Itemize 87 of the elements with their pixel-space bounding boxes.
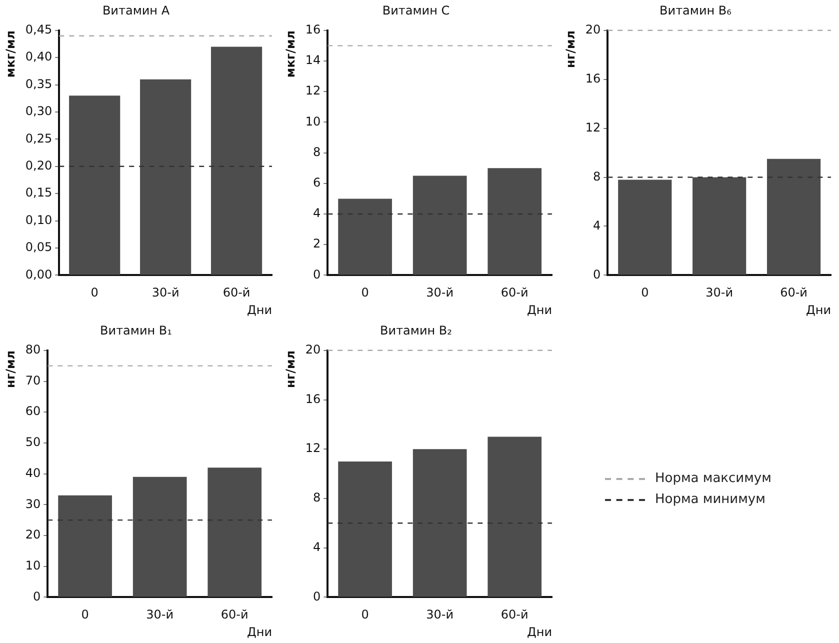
bar bbox=[692, 177, 746, 275]
bar bbox=[132, 476, 187, 597]
y-tick-label: 0,10 bbox=[25, 212, 52, 227]
x-tick-label: 30-й bbox=[426, 286, 454, 300]
y-tick-label: 14 bbox=[305, 53, 321, 68]
x-axis-title: Дни bbox=[246, 302, 272, 317]
bar bbox=[766, 158, 821, 275]
bar bbox=[140, 79, 192, 275]
y-tick-label: 10 bbox=[305, 114, 321, 128]
x-tick-label: 60-й bbox=[500, 286, 528, 300]
y-tick-label: 20 bbox=[25, 528, 41, 542]
x-tick-label: 60-й bbox=[220, 608, 248, 622]
y-tick-label: 0,45 bbox=[25, 22, 52, 37]
y-tick-label: 20 bbox=[585, 22, 601, 37]
x-tick-label: 30-й bbox=[706, 286, 734, 300]
y-tick-label: 50 bbox=[25, 435, 41, 450]
y-tick-label: 80 bbox=[25, 342, 41, 357]
y-tick-label: 0,05 bbox=[25, 240, 52, 254]
bar bbox=[412, 176, 467, 275]
y-axis-title: нг/мл bbox=[563, 30, 578, 68]
x-tick-label: 30-й bbox=[152, 286, 180, 300]
bar bbox=[618, 180, 672, 275]
y-tick-label: 8 bbox=[593, 169, 601, 184]
y-tick-label: 0 bbox=[593, 267, 601, 282]
y-tick-label: 30 bbox=[25, 496, 41, 511]
y-tick-label: 60 bbox=[25, 404, 41, 418]
y-tick-label: 12 bbox=[585, 120, 601, 134]
x-tick-label: 60-й bbox=[780, 286, 808, 300]
bar bbox=[208, 468, 262, 597]
y-tick-label: 0 bbox=[33, 589, 41, 604]
bar bbox=[58, 495, 112, 597]
y-tick-label: 0 bbox=[313, 589, 321, 604]
x-tick-label: 30-й bbox=[426, 608, 454, 622]
bar bbox=[488, 436, 542, 597]
y-axis-title: мкг/мл bbox=[3, 30, 18, 78]
y-tick-label: 4 bbox=[593, 218, 601, 232]
y-tick-label: 4 bbox=[313, 206, 321, 220]
x-tick-label: 60-й bbox=[222, 286, 250, 300]
bar bbox=[338, 461, 392, 597]
y-tick-label: 0,35 bbox=[25, 76, 52, 91]
x-axis-title: Дни bbox=[526, 624, 552, 639]
y-tick-label: 16 bbox=[585, 71, 601, 86]
x-tick-label: 30-й bbox=[146, 608, 174, 622]
y-tick-label: 0,20 bbox=[25, 158, 52, 173]
y-tick-label: 8 bbox=[313, 490, 321, 505]
y-tick-label: 16 bbox=[305, 22, 321, 37]
text: Норма максимум bbox=[655, 471, 772, 486]
y-tick-label: 0,30 bbox=[25, 104, 52, 118]
chart-title: Витамин C bbox=[382, 3, 450, 18]
y-tick-label: 12 bbox=[305, 441, 321, 456]
y-tick-label: 2 bbox=[313, 236, 321, 251]
bar bbox=[69, 96, 120, 275]
x-axis-title: Дни bbox=[246, 624, 272, 639]
y-tick-label: 20 bbox=[305, 342, 321, 357]
y-tick-label: 0,15 bbox=[25, 186, 52, 200]
bar bbox=[210, 46, 262, 275]
bar bbox=[412, 449, 467, 597]
y-axis-title: мкг/мл bbox=[283, 30, 298, 78]
y-tick-label: 10 bbox=[25, 558, 41, 572]
x-tick-label: 0 bbox=[90, 286, 98, 300]
y-axis-title: нг/мл bbox=[3, 350, 18, 388]
y-tick-label: 6 bbox=[313, 176, 321, 190]
y-tick-label: 12 bbox=[305, 84, 321, 98]
y-tick-label: 70 bbox=[25, 373, 41, 388]
chart-title: Витамин B₆ bbox=[660, 3, 732, 18]
x-tick-label: 0 bbox=[361, 286, 369, 300]
y-tick-label: 40 bbox=[25, 466, 41, 480]
y-tick-label: 0,40 bbox=[25, 50, 52, 64]
chart-title: Витамин A bbox=[102, 3, 170, 18]
x-tick-label: 0 bbox=[641, 286, 649, 300]
text: Норма минимум bbox=[655, 492, 766, 507]
y-tick-label: 8 bbox=[313, 144, 321, 159]
x-tick-label: 0 bbox=[81, 608, 89, 622]
bar bbox=[488, 168, 542, 275]
x-axis-title: Дни bbox=[806, 302, 831, 317]
y-tick-label: 0 bbox=[313, 267, 321, 282]
bar bbox=[338, 198, 392, 275]
y-tick-label: 0,00 bbox=[25, 267, 52, 282]
y-axis-title: нг/мл bbox=[283, 350, 298, 388]
chart-title: Витамин B₂ bbox=[380, 323, 452, 338]
x-tick-label: 0 bbox=[361, 608, 369, 622]
x-axis-title: Дни bbox=[526, 302, 552, 317]
y-tick-label: 16 bbox=[305, 392, 321, 406]
x-tick-label: 60-й bbox=[500, 608, 528, 622]
chart-title: Витамин B₁ bbox=[100, 323, 172, 338]
y-tick-label: 0,25 bbox=[25, 131, 52, 146]
y-tick-label: 4 bbox=[313, 540, 321, 554]
